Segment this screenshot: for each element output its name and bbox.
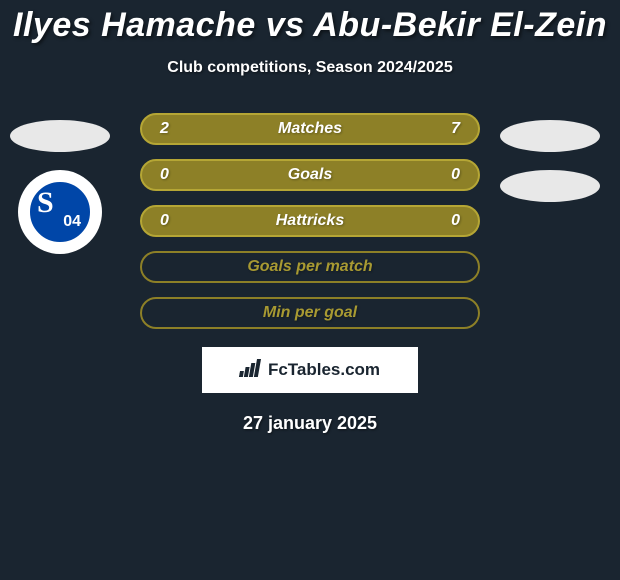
stat-bar: Min per goal <box>140 297 480 329</box>
stat-bar: 2Matches7 <box>140 113 480 145</box>
stat-bar: Goals per match <box>140 251 480 283</box>
stat-left-value: 2 <box>160 120 190 138</box>
subtitle: Club competitions, Season 2024/2025 <box>0 59 620 77</box>
stat-bar: 0Hattricks0 <box>140 205 480 237</box>
stat-label: Goals <box>190 166 430 184</box>
stat-right-value: 0 <box>430 166 460 184</box>
club-logo-placeholder <box>10 120 110 152</box>
date-text: 27 january 2025 <box>0 413 620 434</box>
stat-label: Hattricks <box>190 212 430 230</box>
right-player-logos <box>500 120 600 202</box>
stat-bars: 2Matches70Goals00Hattricks0Goals per mat… <box>140 113 480 329</box>
page-title: Ilyes Hamache vs Abu-Bekir El-Zein <box>0 0 620 45</box>
stat-label: Matches <box>190 120 430 138</box>
stat-label: Min per goal <box>190 304 430 322</box>
stat-right-value: 7 <box>430 120 460 138</box>
stat-bar: 0Goals0 <box>140 159 480 191</box>
left-player-logos: S 04 <box>10 120 110 254</box>
stat-right-value: 0 <box>430 212 460 230</box>
stat-left-value: 0 <box>160 212 190 230</box>
club-logo-placeholder <box>500 120 600 152</box>
brand-icon <box>238 359 264 382</box>
stat-label: Goals per match <box>190 258 430 276</box>
club-logo-placeholder <box>500 170 600 202</box>
brand-text: FcTables.com <box>268 360 380 380</box>
schalke-logo: S 04 <box>18 170 102 254</box>
brand-badge: FcTables.com <box>202 347 418 393</box>
stat-left-value: 0 <box>160 166 190 184</box>
